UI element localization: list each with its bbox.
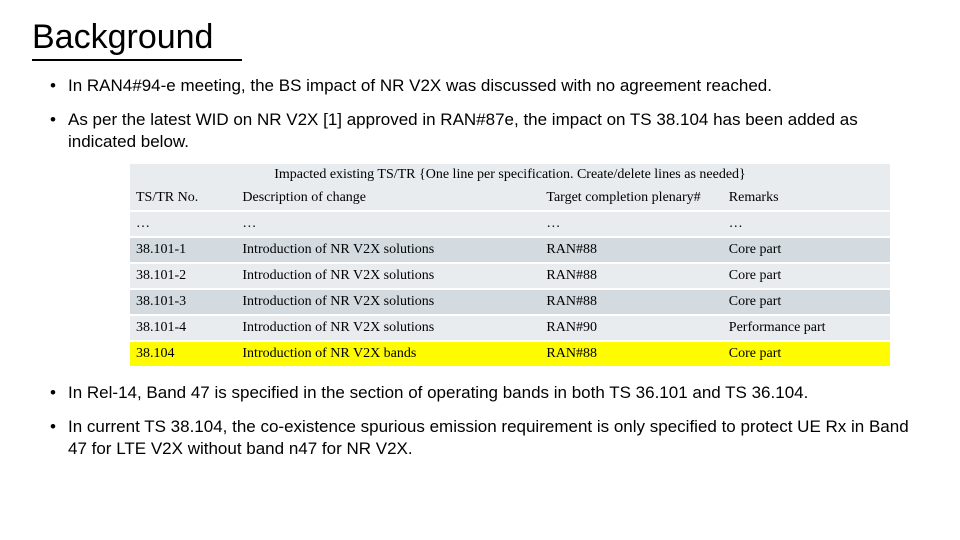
cell: …: [723, 211, 890, 237]
cell: Introduction of NR V2X solutions: [236, 237, 540, 263]
table-row: 38.101-3 Introduction of NR V2X solution…: [130, 289, 890, 315]
bullets-bottom: In Rel-14, Band 47 is specified in the s…: [40, 382, 930, 459]
cell: RAN#88: [540, 237, 722, 263]
cell: Core part: [723, 237, 890, 263]
col-header-ts: TS/TR No.: [130, 186, 236, 211]
table-row: 38.101-1 Introduction of NR V2X solution…: [130, 237, 890, 263]
col-header-desc: Description of change: [236, 186, 540, 211]
cell: RAN#88: [540, 341, 722, 367]
cell: 38.104: [130, 341, 236, 367]
cell: …: [130, 211, 236, 237]
cell: RAN#88: [540, 289, 722, 315]
table-row: 38.101-4 Introduction of NR V2X solution…: [130, 315, 890, 341]
cell: 38.101-1: [130, 237, 236, 263]
cell: 38.101-2: [130, 263, 236, 289]
table-caption: Impacted existing TS/TR {One line per sp…: [130, 164, 890, 186]
table-row-highlighted: 38.104 Introduction of NR V2X bands RAN#…: [130, 341, 890, 367]
bullets-top: In RAN4#94-e meeting, the BS impact of N…: [40, 75, 930, 152]
impact-table-wrap: Impacted existing TS/TR {One line per sp…: [130, 164, 890, 368]
col-header-plenary: Target completion plenary#: [540, 186, 722, 211]
cell: RAN#90: [540, 315, 722, 341]
cell: Introduction of NR V2X bands: [236, 341, 540, 367]
cell: 38.101-3: [130, 289, 236, 315]
cell: Performance part: [723, 315, 890, 341]
table-header-row: TS/TR No. Description of change Target c…: [130, 186, 890, 211]
cell: RAN#88: [540, 263, 722, 289]
cell: Introduction of NR V2X solutions: [236, 315, 540, 341]
cell: Core part: [723, 289, 890, 315]
bullet-item: In current TS 38.104, the co-existence s…: [40, 416, 930, 460]
cell: Introduction of NR V2X solutions: [236, 289, 540, 315]
cell: 38.101-4: [130, 315, 236, 341]
cell: Core part: [723, 341, 890, 367]
table-row: … … … …: [130, 211, 890, 237]
col-header-remarks: Remarks: [723, 186, 890, 211]
bullet-item: As per the latest WID on NR V2X [1] appr…: [40, 109, 930, 153]
impact-table: TS/TR No. Description of change Target c…: [130, 186, 890, 368]
bullet-item: In Rel-14, Band 47 is specified in the s…: [40, 382, 930, 404]
bullet-item: In RAN4#94-e meeting, the BS impact of N…: [40, 75, 930, 97]
cell: Introduction of NR V2X solutions: [236, 263, 540, 289]
cell: …: [236, 211, 540, 237]
page-title: Background: [32, 18, 242, 61]
cell: Core part: [723, 263, 890, 289]
table-row: 38.101-2 Introduction of NR V2X solution…: [130, 263, 890, 289]
cell: …: [540, 211, 722, 237]
